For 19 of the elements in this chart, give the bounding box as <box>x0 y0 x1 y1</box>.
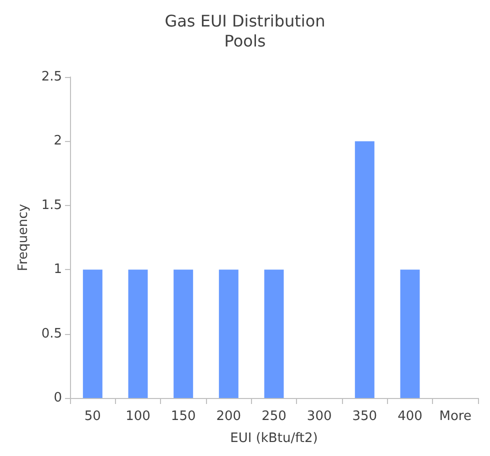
x-tick-label: 300 <box>306 409 332 424</box>
chart-title: Gas EUI Distribution <box>164 12 326 30</box>
x-axis-title: EUI (kBtu/ft2) <box>230 431 318 446</box>
x-tick-label: 100 <box>126 409 150 424</box>
y-tick-label: 2 <box>54 134 62 149</box>
x-tick-label: More <box>439 409 472 424</box>
x-tick-label: 200 <box>216 409 242 424</box>
x-tick-label: 50 <box>84 409 101 424</box>
y-tick-label: 0 <box>54 390 62 406</box>
x-tick-label: 400 <box>398 409 422 424</box>
x-tick-label: 350 <box>352 409 378 424</box>
y-tick-label: 2.5 <box>41 70 62 84</box>
x-tick-label: 150 <box>170 409 196 424</box>
y-tick-label: 1.5 <box>41 198 62 213</box>
y-axis-title: Frequency <box>16 204 31 272</box>
y-tick-label: 1 <box>54 262 62 278</box>
chart-subtitle: Pools <box>224 32 266 50</box>
y-tick-label: 0.5 <box>41 326 62 342</box>
x-tick-label: 250 <box>262 409 286 424</box>
